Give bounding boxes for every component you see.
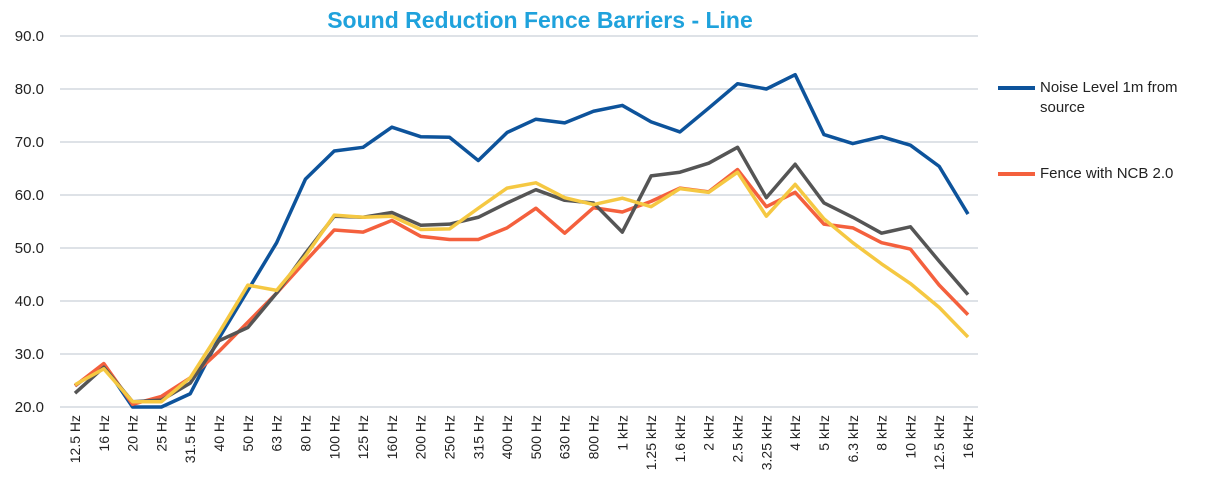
x-tick-label: 5 kHz xyxy=(816,415,832,451)
x-tick-label: 315 Hz xyxy=(470,415,486,459)
y-tick-label: 50.0 xyxy=(15,240,44,257)
x-tick-label: 250 Hz xyxy=(441,415,457,459)
series-line xyxy=(73,167,970,407)
x-tick-label: 16 Hz xyxy=(96,415,112,452)
chart-title: Sound Reduction Fence Barriers - Line xyxy=(327,7,753,33)
x-tick-label: 630 Hz xyxy=(557,415,573,459)
x-tick-label: 100 Hz xyxy=(326,415,342,459)
x-tick-label: 500 Hz xyxy=(528,415,544,459)
x-tick-label: 80 Hz xyxy=(297,415,313,452)
x-tick-label: 4 kHz xyxy=(787,415,803,451)
x-tick-label: 10 kHz xyxy=(902,415,918,459)
y-tick-label: 90.0 xyxy=(15,28,44,45)
x-tick-label: 800 Hz xyxy=(586,415,602,459)
x-tick-label: 200 Hz xyxy=(413,415,429,459)
x-tick-label: 1.25 kHz xyxy=(643,415,659,470)
x-tick-label: 50 Hz xyxy=(240,415,256,452)
x-tick-label: 1 kHz xyxy=(614,415,630,451)
x-tick-label: 63 Hz xyxy=(269,415,285,452)
x-tick-label: 16 kHz xyxy=(960,415,976,459)
x-tick-label: 2 kHz xyxy=(701,415,717,451)
x-tick-label: 6.3 kHz xyxy=(845,415,861,462)
x-tick-label: 20 Hz xyxy=(125,415,141,452)
legend-label: Noise Level 1m from source xyxy=(1040,79,1178,116)
y-tick-label: 40.0 xyxy=(15,293,44,310)
x-tick-label: 160 Hz xyxy=(384,415,400,459)
y-tick-label: 60.0 xyxy=(15,187,44,204)
x-tick-label: 40 Hz xyxy=(211,415,227,452)
x-tick-label: 125 Hz xyxy=(355,415,371,459)
x-tick-label: 8 kHz xyxy=(874,415,890,451)
y-tick-label: 70.0 xyxy=(15,134,44,151)
x-tick-label: 12.5 Hz xyxy=(67,415,83,463)
series-line xyxy=(73,145,970,404)
x-tick-label: 2.5 kHz xyxy=(730,415,746,462)
y-tick-label: 20.0 xyxy=(15,399,44,416)
x-tick-label: 25 Hz xyxy=(153,415,169,452)
x-tick-label: 31.5 Hz xyxy=(182,415,198,463)
x-tick-label: 3.25 kHz xyxy=(758,415,774,470)
x-tick-label: 12.5 kHz xyxy=(931,415,947,470)
legend-label: Fence with NCB 2.0 xyxy=(1040,165,1174,182)
series-line xyxy=(73,72,970,409)
x-tick-label: 1.6 kHz xyxy=(672,415,688,462)
x-tick-label: 400 Hz xyxy=(499,415,515,459)
series-line xyxy=(74,170,970,404)
y-tick-label: 80.0 xyxy=(15,81,44,98)
y-tick-label: 30.0 xyxy=(15,346,44,363)
